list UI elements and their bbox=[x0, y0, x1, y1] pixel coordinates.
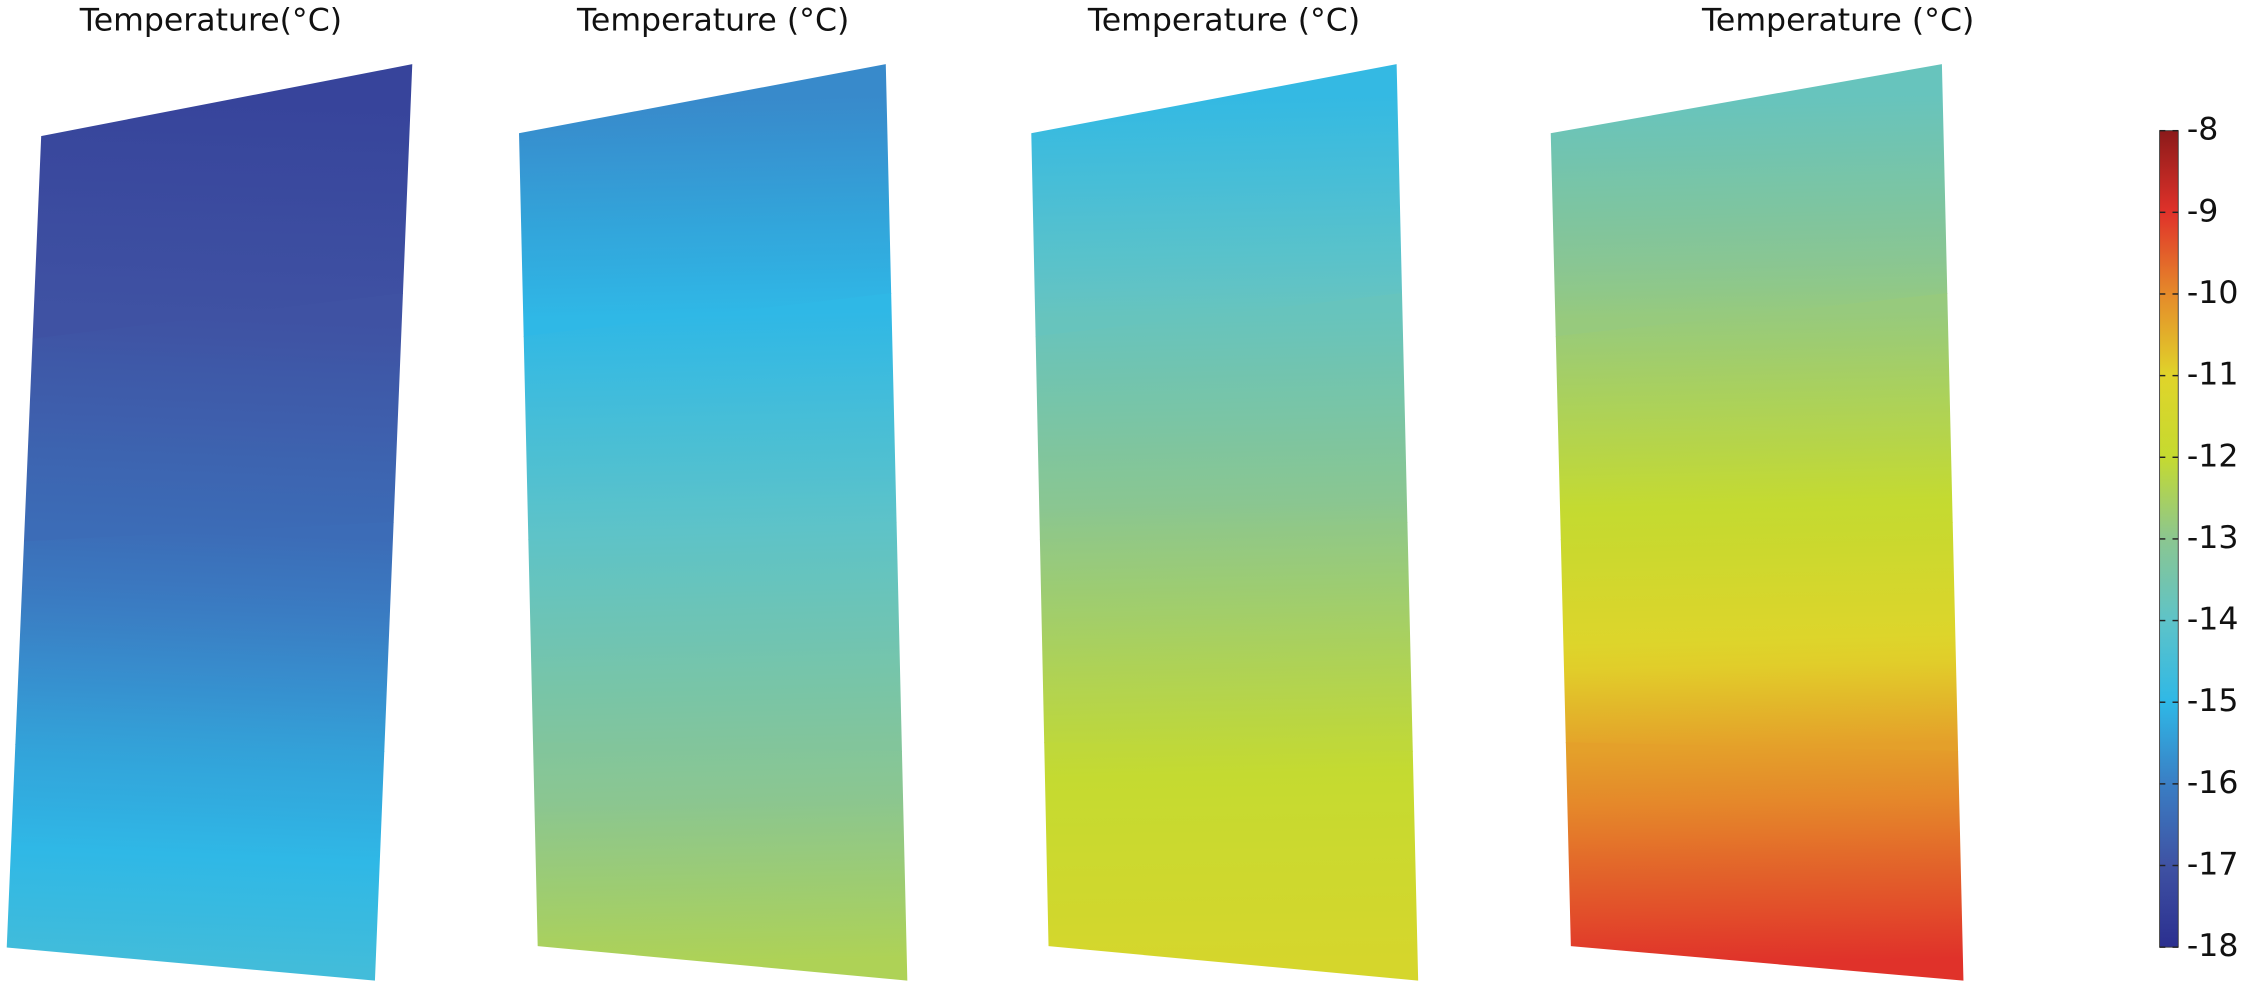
panel-title: Temperature (°C) bbox=[1701, 3, 1974, 39]
colorbar-tick-label: -8 bbox=[2187, 112, 2218, 148]
colorbar-tick-label: -14 bbox=[2187, 602, 2239, 638]
temperature-band bbox=[528, 521, 902, 752]
temperature-band bbox=[523, 293, 897, 541]
colorbar-tick-label: -15 bbox=[2187, 683, 2239, 719]
colorbar-tick-label: -9 bbox=[2187, 193, 2218, 229]
colorbar-tick-label: -11 bbox=[2187, 357, 2239, 393]
panel-title: Temperature (°C) bbox=[576, 3, 849, 39]
temperature-band bbox=[6, 744, 385, 981]
colorbar-tick-label: -12 bbox=[2187, 438, 2239, 474]
temperature-band bbox=[1550, 64, 1948, 338]
colorbar-tick-label: -17 bbox=[2187, 847, 2239, 883]
temperature-band bbox=[1031, 64, 1403, 338]
temperature-band bbox=[1044, 742, 1419, 981]
temperature-band bbox=[519, 64, 892, 338]
panel-title: Temperature (°C) bbox=[1087, 3, 1360, 39]
temperature-band bbox=[1035, 293, 1408, 541]
temperature-band bbox=[533, 742, 908, 981]
temperature-band bbox=[32, 64, 413, 340]
colorbar-tick-label: -16 bbox=[2187, 765, 2239, 801]
panel-title: Temperature(°C) bbox=[79, 3, 342, 39]
colorbar-tick-label: -10 bbox=[2187, 275, 2239, 311]
temperature-band bbox=[1039, 521, 1413, 752]
temperature-band bbox=[15, 521, 394, 752]
colorbar-tick-label: -13 bbox=[2187, 520, 2239, 556]
temperature-band bbox=[1560, 521, 1959, 752]
temperature-band bbox=[1565, 742, 1964, 981]
temperature-band bbox=[1555, 293, 1953, 541]
colorbar-tick-label: -18 bbox=[2187, 928, 2239, 964]
